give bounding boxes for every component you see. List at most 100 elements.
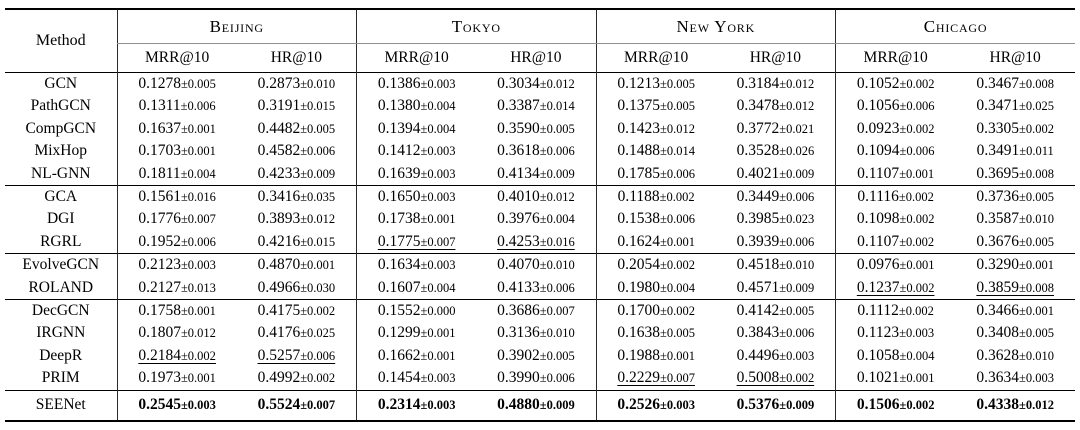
value-cell: 0.1107±0.002	[835, 230, 956, 254]
value-cell: 0.1624±0.001	[595, 230, 716, 254]
method-cell: ROLAND	[28, 278, 94, 296]
metric-value: 0.1412±0.003	[377, 142, 456, 160]
value-cell: 0.2229±0.007	[595, 367, 716, 391]
value-cell: 0.3859±0.008	[955, 277, 1075, 300]
table-row-gca: GCA 0.1561±0.016 0.3416±0.035 0.1650±0.003 0…	[5, 185, 1076, 209]
value-cell: 0.1386±0.003	[356, 72, 477, 96]
metric-value: 0.2545±0.003	[138, 395, 216, 413]
value-cell: 0.1299±0.001	[356, 322, 477, 345]
value-cell: 0.1188±0.002	[595, 185, 716, 209]
value-cell: 0.3467±0.008	[955, 73, 1075, 96]
value-cell: 0.4133±0.006	[476, 277, 596, 300]
metric-value: 0.4142±0.005	[736, 302, 815, 320]
metric-value: 0.2526±0.003	[617, 395, 695, 413]
metric-header-tokyo-mrr: MRR@10	[356, 43, 477, 73]
value-cell: 0.1423±0.012	[595, 117, 716, 141]
metric-value: 0.4070±0.010	[497, 256, 575, 274]
value-cell: 0.1662±0.001	[356, 344, 477, 368]
value-cell: 0.2526±0.003	[595, 389, 716, 422]
value-cell: 0.0923±0.002	[835, 117, 956, 141]
value-cell: 0.2123±0.003	[116, 253, 237, 277]
value-cell: 0.1107±0.001	[835, 162, 956, 186]
city-header-row: Method Beijing Tokyo New York Chicago	[5, 9, 1076, 49]
table-row-gcn: GCN 0.1278±0.005 0.2873±0.010 0.1386±0.003 0…	[5, 72, 1075, 96]
metric-value: 0.3587±0.010	[976, 210, 1054, 228]
metric-value: 0.4253±0.016	[497, 232, 575, 250]
value-cell: 0.1278±0.005	[116, 72, 237, 96]
metric-value: 0.1021±0.001	[856, 369, 935, 387]
value-cell: 0.1980±0.004	[595, 276, 716, 300]
value-cell: 0.3976±0.004	[476, 208, 596, 230]
value-cell: 0.1058±0.004	[835, 344, 956, 368]
table-row-deepr: DeepR 0.2184±0.002 0.5257±0.006 0.1662±0.00…	[5, 344, 1075, 368]
metric-header-beijing-hr: HR@10	[270, 49, 323, 66]
metric-value: 0.3939±0.006	[736, 232, 815, 250]
metric-value: 0.3408±0.005	[976, 324, 1054, 342]
table-row-compgcn: CompGCN 0.1637±0.001 0.4482±0.005 0.1394±0.…	[5, 117, 1075, 141]
value-cell: 0.1506±0.002	[835, 389, 956, 422]
metric-value: 0.1188±0.002	[617, 188, 695, 206]
metric-value: 0.3843±0.006	[736, 324, 815, 342]
value-cell: 0.3628±0.010	[955, 345, 1075, 367]
value-cell: 0.2873±0.010	[237, 73, 357, 96]
value-cell: 0.1607±0.004	[356, 276, 477, 300]
metric-value: 0.1758±0.001	[138, 302, 216, 320]
metric-value: 0.4582±0.006	[257, 142, 336, 160]
metric-value: 0.5376±0.009	[736, 395, 815, 413]
metric-value: 0.1776±0.007	[138, 210, 216, 228]
metric-header-chicago-mrr: MRR@10	[835, 43, 956, 73]
metric-value: 0.1775±0.007	[377, 232, 456, 250]
method-cell: CompGCN	[25, 119, 97, 137]
value-cell: 0.1123±0.003	[835, 322, 956, 345]
value-cell: 0.1776±0.007	[116, 208, 237, 231]
method-column-header: Method	[35, 32, 86, 49]
metric-value: 0.3893±0.012	[257, 210, 336, 228]
value-cell: 0.5257±0.006	[237, 345, 357, 367]
metric-value: 0.1454±0.003	[377, 369, 456, 387]
value-cell: 0.3990±0.006	[476, 367, 596, 390]
value-cell: 0.3893±0.012	[237, 208, 357, 230]
metric-value: 0.3628±0.010	[976, 346, 1054, 364]
metric-value: 0.3305±0.002	[976, 119, 1054, 137]
value-cell: 0.1021±0.001	[835, 367, 956, 391]
metric-value: 0.1056±0.006	[856, 97, 935, 115]
value-cell: 0.1375±0.005	[595, 95, 716, 118]
metric-value: 0.3618±0.006	[497, 142, 575, 160]
value-cell: 0.4021±0.009	[716, 163, 836, 186]
metric-value: 0.4133±0.006	[497, 278, 575, 296]
metric-value: 0.1506±0.002	[856, 395, 935, 413]
value-cell: 0.1052±0.002	[835, 72, 956, 96]
metric-value: 0.4518±0.010	[736, 256, 815, 274]
value-cell: 0.1634±0.003	[356, 253, 477, 277]
value-cell: 0.4992±0.002	[237, 367, 357, 390]
metric-value: 0.4482±0.005	[257, 119, 336, 137]
value-cell: 0.4142±0.005	[715, 299, 836, 323]
metric-value: 0.1650±0.003	[377, 188, 456, 206]
value-cell: 0.2184±0.002	[116, 344, 237, 368]
table-row-dgi: DGI 0.1776±0.007 0.3893±0.012 0.1738±0.001 0…	[5, 208, 1075, 231]
value-cell: 0.1552±0.000	[356, 299, 477, 323]
metric-value: 0.1098±0.002	[856, 210, 935, 228]
city-header-chicago: Chicago	[835, 9, 1076, 44]
metric-header-new-york-mrr: MRR@10	[595, 43, 716, 73]
value-cell: 0.3676±0.005	[955, 231, 1075, 254]
value-cell: 0.4582±0.006	[237, 140, 357, 162]
metric-value: 0.1973±0.001	[138, 369, 216, 387]
metric-header-beijing-mrr: MRR@10	[116, 43, 237, 73]
value-cell: 0.1973±0.001	[116, 367, 237, 391]
value-cell: 0.1116±0.002	[835, 185, 956, 209]
value-cell: 0.1650±0.003	[356, 185, 477, 209]
table-row-decgcn: DecGCN 0.1758±0.001 0.4175±0.002 0.1552±0.0…	[5, 299, 1076, 323]
metric-value: 0.1123±0.003	[857, 324, 935, 342]
metric-value: 0.3634±0.003	[976, 369, 1054, 387]
value-cell: 0.1112±0.002	[835, 299, 956, 323]
metric-value: 0.1662±0.001	[377, 346, 456, 364]
value-cell: 0.4253±0.016	[476, 231, 596, 254]
metric-value: 0.2054±0.002	[617, 256, 695, 274]
value-cell: 0.1639±0.003	[356, 162, 477, 186]
method-cell: DecGCN	[5, 299, 117, 323]
method-cell: IRGNN	[36, 324, 86, 342]
value-cell: 0.3136±0.010	[476, 322, 596, 344]
metric-value: 0.0923±0.002	[856, 119, 935, 137]
